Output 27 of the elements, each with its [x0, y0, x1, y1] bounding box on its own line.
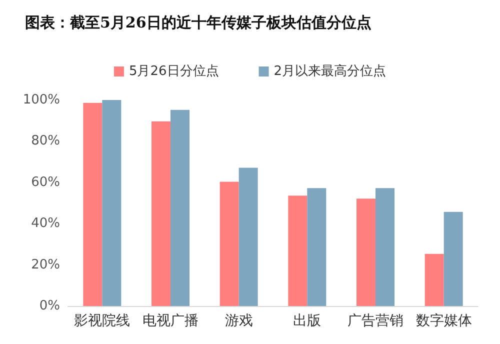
y-tick-label: 40%	[31, 216, 60, 232]
legend-label: 2月以来最高分位点	[274, 63, 386, 79]
y-tick-label: 100%	[22, 92, 60, 108]
bar	[170, 110, 190, 306]
y-tick-label: 60%	[31, 174, 60, 190]
bar	[424, 254, 444, 306]
bar	[444, 212, 463, 306]
x-tick-label: 电视广播	[142, 313, 198, 329]
bar	[83, 102, 102, 306]
x-tick-label: 出版	[293, 313, 322, 329]
bar	[376, 188, 394, 306]
chart-title: 图表：截至5月26日的近十年传媒子板块估值分位点	[25, 14, 372, 32]
x-tick-label: 影视院线	[74, 313, 130, 329]
bar	[220, 182, 239, 306]
legend-label: 5月26日分位点	[128, 64, 219, 79]
x-tick-label: 游戏	[224, 313, 253, 329]
x-tick-label: 广告营销	[348, 313, 404, 329]
bar	[238, 168, 258, 306]
y-tick-label: 20%	[31, 257, 60, 272]
bar	[102, 100, 122, 306]
bar	[152, 121, 170, 306]
bar	[356, 198, 376, 306]
y-tick-label: 80%	[31, 134, 60, 149]
bar	[307, 188, 326, 306]
bar	[288, 196, 308, 306]
y-tick-label: 0%	[39, 298, 60, 314]
x-tick-label: 数字媒体	[416, 313, 472, 329]
